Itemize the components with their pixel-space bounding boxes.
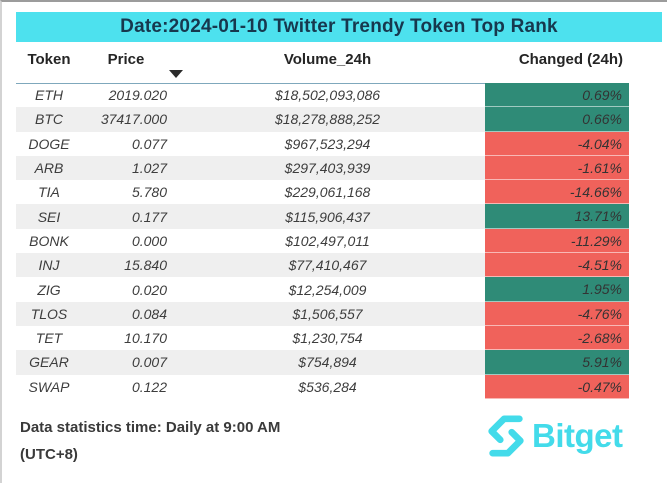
table-row: DOGE 0.077 $967,523,294 -4.04% [16, 131, 629, 156]
volume-24h-cell: $18,502,093,086 [274, 87, 381, 104]
price-cell: 0.084 [131, 305, 167, 322]
price-cell: 0.077 [131, 135, 167, 152]
price-cell: 0.177 [131, 208, 167, 225]
bitget-logo: Bitget [485, 412, 623, 460]
changed-24h-cell: -4.51% [485, 253, 629, 278]
token-cell: ETH [35, 87, 63, 104]
changed-24h-cell: -0.47% [485, 374, 629, 399]
volume-24h-cell: $115,906,437 [285, 208, 370, 225]
table-row: ARB 1.027 $297,403,939 -1.61% [16, 155, 629, 181]
token-cell: SWAP [28, 378, 70, 395]
volume-24h-cell: $18,278,888,252 [274, 111, 381, 128]
volume-24h-cell: $967,523,294 [284, 135, 371, 152]
volume-24h-cell: $754,894 [298, 354, 357, 371]
data-statistics-line2: (UTC+8) [20, 446, 78, 463]
changed-24h-cell: 5.91% [485, 350, 629, 375]
data-statistics-note: Data statistics time: Daily at 9:00 AM (… [20, 414, 280, 468]
token-cell: BONK [29, 232, 69, 249]
table-row: BONK 0.000 $102,497,011 -11.29% [16, 228, 629, 254]
token-cell: ARB [34, 160, 64, 177]
volume-24h-cell: $77,410,467 [288, 257, 367, 274]
price-cell: 0.000 [131, 232, 167, 249]
bitget-logo-text: Bitget [532, 417, 623, 454]
token-cell: DOGE [28, 135, 70, 152]
changed-24h-cell: 1.95% [485, 277, 629, 302]
token-cell: BTC [35, 111, 63, 128]
table-row: INJ 15.840 $77,410,467 -4.51% [16, 253, 629, 278]
changed-24h-cell: 0.66% [485, 107, 629, 132]
token-cell: ZIG [37, 281, 61, 298]
volume-24h-cell: $12,254,009 [288, 281, 367, 298]
price-cell: 0.007 [131, 354, 167, 371]
table-row: TLOS 0.084 $1,506,557 -4.76% [16, 301, 629, 326]
volume-24h-cell: $1,230,754 [292, 330, 363, 347]
table-row: TET 10.170 $1,230,754 -2.68% [16, 325, 629, 351]
price-cell: 1.027 [131, 160, 167, 177]
changed-24h-cell: 0.69% [485, 83, 629, 108]
table-row: ZIG 0.020 $12,254,009 1.95% [16, 277, 629, 302]
price-cell: 0.122 [131, 378, 167, 395]
volume-24h-cell: $297,403,939 [284, 160, 371, 177]
price-cell: 5.780 [131, 184, 167, 201]
changed-24h-cell: -2.68% [485, 325, 629, 351]
changed-24h-cell: 13.71% [485, 204, 629, 229]
column-header-price[interactable]: Price [107, 51, 145, 68]
token-cell: GEAR [29, 354, 69, 371]
volume-24h-cell: $102,497,011 [285, 232, 370, 249]
changed-24h-cell: -4.04% [485, 131, 629, 156]
table-rows: ETH 2019.020 $18,502,093,086 0.69% BTC 3… [16, 83, 629, 399]
table-row: SEI 0.177 $115,906,437 13.71% [16, 204, 629, 229]
table-row: GEAR 0.007 $754,894 5.91% [16, 350, 629, 375]
data-statistics-line1: Data statistics time: Daily at 9:00 AM [20, 419, 281, 436]
page-title: Date:2024-01-10 Twitter Trendy Token Top… [16, 12, 662, 42]
price-cell: 2019.020 [108, 87, 167, 104]
token-cell: TET [35, 330, 63, 347]
table-header-row: Token Price Volume_24h Changed (24h) [16, 46, 629, 84]
sort-descending-icon[interactable] [169, 70, 183, 78]
table-row: BTC 37417.000 $18,278,888,252 0.66% [16, 107, 629, 132]
volume-24h-cell: $229,061,168 [284, 184, 371, 201]
table-row: ETH 2019.020 $18,502,093,086 0.69% [16, 83, 629, 108]
column-header-token[interactable]: Token [27, 51, 71, 68]
price-cell: 15.840 [124, 257, 167, 274]
price-cell: 10.170 [124, 330, 167, 347]
column-header-changed-24h[interactable]: Changed (24h) [518, 51, 623, 68]
changed-24h-cell: -4.76% [485, 301, 629, 326]
volume-24h-cell: $1,506,557 [292, 305, 363, 322]
table-row: TIA 5.780 $229,061,168 -14.66% [16, 180, 629, 205]
token-cell: TIA [38, 184, 60, 201]
column-header-volume-24h[interactable]: Volume_24h [283, 51, 372, 68]
bitget-logo-icon [488, 415, 524, 457]
token-cell: SEI [37, 208, 61, 225]
table-row: SWAP 0.122 $536,284 -0.47% [16, 374, 629, 399]
volume-24h-cell: $536,284 [298, 378, 357, 395]
changed-24h-cell: -1.61% [485, 155, 629, 181]
changed-24h-cell: -14.66% [485, 180, 629, 205]
token-cell: TLOS [30, 305, 68, 322]
changed-24h-cell: -11.29% [485, 228, 629, 254]
token-cell: INJ [38, 257, 60, 274]
price-cell: 0.020 [131, 281, 167, 298]
price-cell: 37417.000 [100, 111, 167, 128]
